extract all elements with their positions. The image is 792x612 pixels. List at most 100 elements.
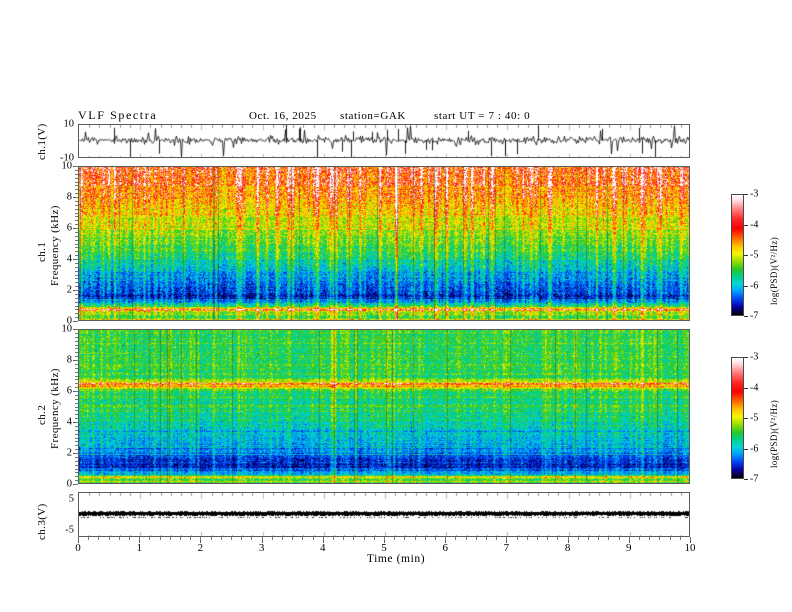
time-minor-tick [88, 537, 89, 540]
colorbar-tick-mark [744, 357, 748, 358]
frequency-minor-tick [75, 379, 78, 380]
time-minor-tick [313, 537, 314, 540]
frequency-minor-tick [75, 282, 78, 283]
time-minor-tick [588, 537, 589, 540]
colorbar-tick-label: -5 [750, 412, 759, 424]
frequency-minor-tick [75, 201, 78, 202]
frequency-minor-tick [75, 329, 78, 330]
time-minor-tick [557, 537, 558, 540]
time-minor-tick [200, 537, 201, 540]
frequency-tick-label: 0 [66, 315, 72, 327]
frequency-minor-tick [75, 271, 78, 272]
frequency-minor-tick [75, 399, 78, 400]
colorbar-tick-label: -3 [750, 188, 759, 200]
time-tick-label: 3 [258, 542, 265, 554]
time-minor-tick [190, 537, 191, 540]
frequency-minor-tick [75, 395, 78, 396]
frequency-minor-tick [75, 166, 78, 167]
frequency-minor-tick [75, 232, 78, 233]
ch1-ytick-top: 10 [63, 118, 75, 130]
frequency-minor-tick [75, 263, 78, 264]
time-axis-title: Time (min) [366, 553, 426, 565]
frequency-minor-tick [75, 216, 78, 217]
frequency-minor-tick [75, 457, 78, 458]
ch1-waveform-panel [78, 124, 690, 158]
frequency-minor-tick [75, 174, 78, 175]
ch1-colorbar-title: log(PSD)(V²/Hz) [769, 236, 779, 305]
frequency-minor-tick [75, 228, 78, 229]
frequency-minor-tick [75, 317, 78, 318]
time-tick-mark [506, 537, 507, 543]
time-tick-label: 7 [503, 542, 510, 554]
frequency-minor-tick [75, 220, 78, 221]
colorbar-tick-mark [744, 286, 748, 287]
colorbar-tick-label: -3 [750, 351, 759, 363]
frequency-minor-tick [75, 278, 78, 279]
frequency-minor-tick [75, 313, 78, 314]
frequency-minor-tick [75, 247, 78, 248]
frequency-minor-tick [75, 189, 78, 190]
frequency-tick-label: 2 [66, 284, 72, 296]
time-tick-label: 5 [381, 542, 387, 554]
frequency-minor-tick [75, 414, 78, 415]
frequency-tick-label: 8 [66, 191, 72, 203]
time-minor-tick [262, 537, 263, 540]
colorbar-tick-label: -7 [750, 473, 759, 485]
colorbar-tick-mark [744, 418, 748, 419]
time-minor-tick [211, 537, 212, 540]
frequency-minor-tick [75, 430, 78, 431]
time-minor-tick [659, 537, 660, 540]
frequency-minor-tick [75, 306, 78, 307]
time-minor-tick [466, 537, 467, 540]
time-minor-tick [323, 537, 324, 540]
frequency-minor-tick [75, 170, 78, 171]
time-minor-tick [160, 537, 161, 540]
colorbar-tick-mark [744, 255, 748, 256]
time-minor-tick [476, 537, 477, 540]
ch1-spectrogram-canvas [79, 167, 689, 320]
frequency-minor-tick [75, 341, 78, 342]
time-tick-label: 10 [684, 542, 696, 554]
time-tick-mark [139, 537, 140, 543]
frequency-minor-tick [75, 449, 78, 450]
ch2-spectrogram-channel-label: ch.2 [36, 404, 48, 425]
frequency-tick-label: 4 [66, 416, 72, 428]
frequency-minor-tick [75, 321, 78, 322]
time-minor-tick [527, 537, 528, 540]
time-minor-tick [415, 537, 416, 540]
frequency-minor-tick [75, 309, 78, 310]
time-minor-tick [343, 537, 344, 540]
header-station: station=GAK [340, 110, 406, 122]
frequency-minor-tick [75, 368, 78, 369]
frequency-tick-label: 6 [66, 385, 72, 397]
frequency-minor-tick [75, 197, 78, 198]
frequency-minor-tick [75, 434, 78, 435]
colorbar-tick-label: -4 [750, 382, 759, 393]
time-minor-tick [180, 537, 181, 540]
time-tick-mark [384, 537, 385, 543]
frequency-minor-tick [75, 441, 78, 442]
time-minor-tick [496, 537, 497, 540]
frequency-minor-tick [75, 422, 78, 423]
ch3-waveform-panel [78, 492, 690, 537]
time-minor-tick [139, 537, 140, 540]
colorbar-tick-mark [744, 388, 748, 389]
frequency-minor-tick [75, 286, 78, 287]
time-tick-label: 8 [564, 542, 571, 554]
ch1-spectrogram-channel-label: ch.1 [36, 241, 48, 262]
time-minor-tick [639, 537, 640, 540]
colorbar-tick-mark [744, 194, 748, 195]
frequency-minor-tick [75, 244, 78, 245]
frequency-minor-tick [75, 484, 78, 485]
frequency-minor-tick [75, 185, 78, 186]
time-tick-label: 2 [197, 542, 204, 554]
frequency-minor-tick [75, 376, 78, 377]
colorbar-tick-label: -4 [750, 219, 759, 230]
ch2-frequency-axis-title: Frequency (kHz) [49, 368, 61, 449]
frequency-minor-tick [75, 418, 78, 419]
header-date: Oct. 16, 2025 [249, 110, 317, 122]
frequency-tick-label: 4 [66, 253, 72, 265]
frequency-tick-label: 6 [66, 222, 72, 234]
time-minor-tick [517, 537, 518, 540]
colorbar-tick-label: -6 [750, 280, 759, 291]
